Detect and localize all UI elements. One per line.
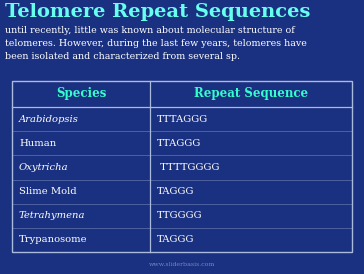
Text: TTTAGGG: TTTAGGG — [157, 115, 208, 124]
Text: www.sliderbasis.com: www.sliderbasis.com — [149, 261, 215, 267]
Text: Slime Mold: Slime Mold — [19, 187, 77, 196]
Text: Oxytricha: Oxytricha — [19, 163, 69, 172]
Text: Species: Species — [56, 87, 106, 101]
Text: Human: Human — [19, 139, 56, 148]
Text: TTAGGG: TTAGGG — [157, 139, 201, 148]
Text: TTGGGG: TTGGGG — [157, 211, 203, 220]
Text: TAGGG: TAGGG — [157, 187, 194, 196]
Text: until recently, little was known about molecular structure of
telomeres. However: until recently, little was known about m… — [5, 26, 307, 61]
Text: Trypanosome: Trypanosome — [19, 235, 88, 244]
Text: Telomere Repeat Sequences: Telomere Repeat Sequences — [5, 3, 310, 21]
Text: TTTTGGGG: TTTTGGGG — [157, 163, 219, 172]
Text: Repeat Sequence: Repeat Sequence — [194, 87, 308, 101]
Bar — [12, 81, 352, 252]
Text: Arabidopsis: Arabidopsis — [19, 115, 79, 124]
Text: Tetrahymena: Tetrahymena — [19, 211, 86, 220]
Text: TAGGG: TAGGG — [157, 235, 194, 244]
